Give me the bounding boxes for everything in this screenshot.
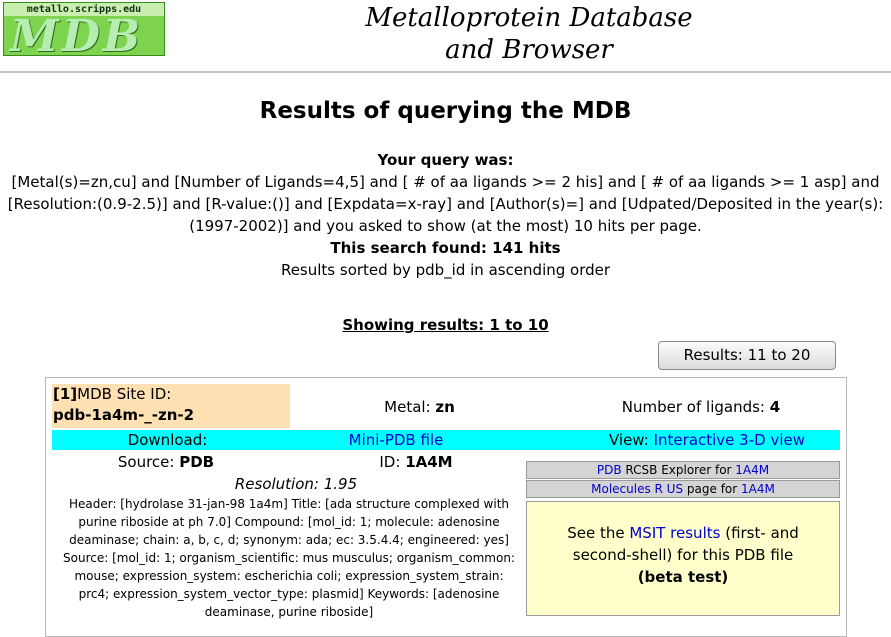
header-text-line: Source: [mol_id: 1; organism_scientific:… <box>63 551 515 565</box>
rcsb-id-link[interactable]: 1A4M <box>735 463 770 477</box>
mrus-text: page for <box>686 482 738 496</box>
download-label: Download: <box>127 431 208 449</box>
site-header: metallo.scripps.edu MDB Metalloprotein D… <box>0 0 891 73</box>
next-results-button[interactable]: Results: 11 to 20 <box>658 341 836 370</box>
ligands-value: 4 <box>769 398 781 416</box>
page-title: Results of querying the MDB <box>259 98 632 124</box>
metal-label: Metal: <box>384 398 431 416</box>
logo-url: metallo.scripps.edu <box>4 3 164 16</box>
result-card: [1]MDB Site ID: pdb-1a4m-_-zn-2 Metal: z… <box>45 377 847 637</box>
interactive-3d-view-link[interactable]: Interactive 3-D view <box>653 431 805 449</box>
ligands-label: Number of ligands: <box>621 398 765 416</box>
metal-value: zn <box>435 398 455 416</box>
source-label: Source: <box>117 453 175 471</box>
mini-pdb-link[interactable]: Mini-PDB file <box>348 431 444 449</box>
pdb-header-text: Header: [hydrolase 31-jan-98 1a4m] Title… <box>56 495 522 621</box>
mdb-logo[interactable]: metallo.scripps.edu MDB <box>3 2 165 56</box>
metal-cell: Metal: zn <box>336 398 503 416</box>
source-value: PDB <box>179 453 215 471</box>
msit-text: See the <box>567 524 625 542</box>
mrus-id-link[interactable]: 1A4M <box>741 482 775 496</box>
site-id-label: MDB Site ID: <box>77 385 172 403</box>
msit-box: See the MSIT results (first- and second-… <box>526 501 840 616</box>
msit-text: (first- and <box>725 524 799 542</box>
result-index: [1] <box>53 385 78 403</box>
pdb-link[interactable]: PDB <box>596 463 622 477</box>
pdb-id-label: ID: <box>379 453 401 471</box>
query-line: [Resolution:(0.9-2.5)] and [R-value:()] … <box>7 195 884 213</box>
header-text-line: Header: [hydrolase 31-jan-98 1a4m] Title… <box>68 497 510 511</box>
site-title-line1: Metalloprotein Database <box>365 3 693 33</box>
resolution: Resolution: 1.95 <box>234 475 358 493</box>
view-cell: View: Interactive 3-D view <box>572 430 842 450</box>
query-line: [Metal(s)=zn,cu] and [Number of Ligands=… <box>11 173 880 191</box>
site-id-cell: [1]MDB Site ID: pdb-1a4m-_-zn-2 <box>52 384 290 428</box>
query-line: (1997-2002)] and you asked to show (at t… <box>189 217 702 235</box>
view-label: View: <box>608 431 649 449</box>
msit-beta: (beta test) <box>637 568 729 586</box>
header-divider <box>0 71 891 73</box>
header-text-line: deaminase; chain: a, b, c, d; synonym: a… <box>69 533 509 547</box>
molecules-r-us-link[interactable]: Molecules R US <box>591 482 684 496</box>
sort-order: Results sorted by pdb_id in ascending or… <box>280 261 611 279</box>
external-links-box: PDB RCSB Explorer for 1A4M Molecules R U… <box>526 461 840 616</box>
rcsb-text: RCSB Explorer for <box>625 463 732 477</box>
rcsb-explorer-row: PDB RCSB Explorer for 1A4M <box>526 461 840 479</box>
header-text-line: purine riboside at ph 7.0] Compound: [mo… <box>78 515 500 529</box>
pdb-id-cell: ID: 1A4M <box>326 453 506 471</box>
molecules-r-us-row: Molecules R US page for 1A4M <box>526 480 840 498</box>
msit-results-link[interactable]: MSIT results <box>629 524 721 542</box>
query-summary: Your query was: [Metal(s)=zn,cu] and [Nu… <box>0 149 891 281</box>
header-text-line: prc4; expression_system_vector_type: pla… <box>78 587 500 601</box>
query-label: Your query was: <box>377 151 514 169</box>
header-text-line: deaminase, purine riboside] <box>204 605 374 619</box>
site-title-line2: and Browser <box>445 35 613 65</box>
logo-text: MDB <box>10 11 144 56</box>
ligands-cell: Number of ligands: 4 <box>566 398 836 416</box>
pdb-id-value: 1A4M <box>405 453 453 471</box>
showing-results: Showing results: 1 to 10 <box>342 316 549 334</box>
source-cell: Source: PDB <box>66 453 266 471</box>
header-text-line: mouse; expression_system: escherichia co… <box>74 569 504 583</box>
site-id-value: pdb-1a4m-_-zn-2 <box>53 406 195 424</box>
site-title: Metalloprotein Database and Browser <box>329 2 729 66</box>
msit-text: second-shell) for this PDB file <box>572 546 794 564</box>
hit-count: This search found: 141 hits <box>330 239 561 257</box>
download-bar: Download: Mini-PDB file View: Interactiv… <box>52 430 840 450</box>
